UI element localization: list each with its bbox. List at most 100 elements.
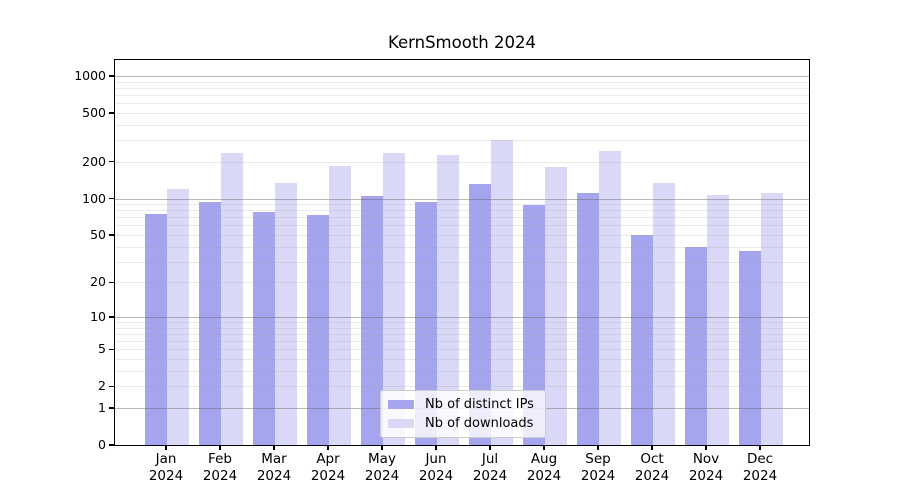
month-label: Feb: [208, 451, 232, 467]
bar-downloads-oct: [653, 182, 675, 445]
x-tick-label-apr: Apr 2024: [296, 451, 360, 485]
y-tick-mark-1: [109, 407, 114, 409]
y-tick-label-2: 2: [98, 378, 106, 394]
year-label: 2024: [688, 468, 724, 484]
gridline-minor-4: [115, 359, 809, 361]
y-tick-label-1000: 1000: [74, 68, 106, 83]
gridline-minor-400: [115, 124, 809, 126]
month-label: Jul: [481, 451, 499, 467]
x-tick-mark-feb: [219, 445, 221, 450]
legend-row-downloads: Nb of downloads: [381, 416, 545, 431]
gridline-minor-30: [115, 261, 809, 263]
gridline-minor-500: [115, 112, 809, 114]
bar-downloads-jul: [491, 140, 513, 445]
gridline-minor-5: [115, 349, 809, 351]
legend-swatch-downloads: [388, 419, 414, 428]
x-tick-mark-apr: [327, 445, 329, 450]
gridline-minor-80: [115, 210, 809, 212]
legend: Nb of distinct IPs Nb of downloads: [380, 390, 546, 438]
x-tick-label-jul: Jul 2024: [458, 451, 522, 485]
month-label: Mar: [261, 451, 287, 467]
y-tick-mark-0: [109, 444, 114, 446]
bar-distinct-ips-feb: [199, 201, 221, 445]
bar-downloads-mar: [275, 183, 297, 445]
x-tick-label-sep: Sep 2024: [566, 451, 630, 485]
x-tick-mark-nov: [705, 445, 707, 450]
x-tick-mark-dec: [759, 445, 761, 450]
y-tick-mark-100: [109, 197, 114, 200]
bar-distinct-ips-nov: [685, 246, 707, 445]
month-label: Sep: [585, 451, 611, 467]
x-tick-mark-sep: [597, 445, 599, 450]
x-tick-mark-may: [381, 445, 383, 450]
month-label: Dec: [746, 451, 774, 467]
month-label: Oct: [640, 451, 664, 467]
y-tick-label-20: 20: [90, 274, 106, 290]
bar-downloads-dec: [761, 192, 783, 445]
x-tick-mark-mar: [273, 445, 275, 450]
year-label: 2024: [634, 468, 670, 484]
bar-distinct-ips-aug: [523, 205, 545, 445]
x-tick-label-oct: Oct 2024: [620, 451, 684, 485]
bar-distinct-ips-oct: [631, 234, 653, 445]
bar-downloads-feb: [221, 152, 243, 445]
year-label: 2024: [742, 468, 778, 484]
y-tick-mark-200: [109, 161, 114, 163]
x-tick-mark-oct: [651, 445, 653, 450]
x-tick-label-may: May 2024: [350, 451, 414, 485]
y-tick-label-10: 10: [90, 308, 106, 324]
gridline-minor-8: [115, 327, 809, 329]
year-label: 2024: [256, 468, 292, 484]
y-tick-label-1: 1: [98, 399, 106, 415]
gridline-minor-60: [115, 225, 809, 227]
x-tick-label-mar: Mar 2024: [242, 451, 306, 485]
gridline-minor-700: [115, 95, 809, 97]
gridline-minor-70: [115, 217, 809, 219]
bar-downloads-jan: [167, 188, 189, 445]
gridline-minor-300: [115, 140, 809, 142]
y-tick-label-5: 5: [98, 341, 106, 357]
bar-downloads-nov: [707, 194, 729, 445]
y-tick-label-500: 500: [82, 104, 106, 120]
month-label: Aug: [530, 451, 558, 467]
x-tick-label-jun: Jun 2024: [404, 451, 468, 485]
gridline-minor-7: [115, 333, 809, 335]
gridline-minor-3: [115, 370, 809, 372]
gridline-minor-20: [115, 282, 809, 284]
x-tick-label-feb: Feb 2024: [188, 451, 252, 485]
bar-distinct-ips-sep: [577, 193, 599, 445]
gridline-minor-6: [115, 341, 809, 343]
y-tick-label-100: 100: [82, 190, 106, 206]
chart-title: KernSmooth 2024: [387, 33, 536, 52]
bar-distinct-ips-jul: [469, 184, 491, 445]
x-tick-label-jan: Jan 2024: [134, 451, 198, 485]
y-tick-label-0: 0: [98, 437, 106, 452]
bar-distinct-ips-apr: [307, 215, 329, 445]
bar-distinct-ips-mar: [253, 212, 275, 445]
month-label: Jun: [425, 451, 447, 467]
year-label: 2024: [526, 468, 562, 484]
gridline-minor-50: [115, 234, 809, 236]
y-tick-mark-50: [109, 234, 114, 236]
year-label: 2024: [148, 468, 184, 484]
x-tick-mark-jun: [435, 445, 437, 450]
bar-distinct-ips-may: [361, 196, 383, 445]
y-tick-mark-20: [109, 281, 114, 284]
gridline-major-1000: [115, 76, 809, 77]
year-label: 2024: [472, 468, 508, 484]
month-label: Nov: [692, 451, 720, 467]
gridline-minor-600: [115, 103, 809, 105]
x-tick-mark-jan: [165, 445, 167, 450]
y-tick-mark-1000: [109, 75, 114, 77]
gridline-minor-2: [115, 386, 809, 388]
gridline-minor-200: [115, 161, 809, 163]
gridline-minor-900: [115, 81, 809, 83]
y-tick-mark-2: [109, 385, 114, 387]
month-label: May: [368, 451, 396, 467]
legend-label-distinct-ips: Nb of distinct IPs: [425, 397, 534, 412]
bar-downloads-aug: [545, 167, 567, 445]
x-tick-label-nov: Nov 2024: [674, 451, 738, 485]
bar-downloads-apr: [329, 166, 351, 445]
year-label: 2024: [418, 468, 454, 484]
